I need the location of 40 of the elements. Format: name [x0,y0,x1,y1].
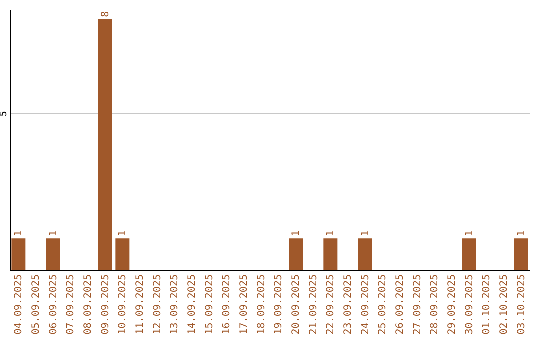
x-tick-label: 06.09.2025 [48,274,60,335]
x-tick-label: 21.09.2025 [308,274,320,335]
data-label: 1 [118,230,129,237]
x-tick-label: 25.09.2025 [378,274,389,335]
x-tick-label: 09.09.2025 [100,274,112,335]
data-label: 1 [326,230,337,237]
x-tick-label: 19.09.2025 [274,274,285,335]
data-label: 1 [48,230,60,237]
x-tick-label: 14.09.2025 [187,274,198,335]
data-label: 1 [291,230,302,237]
data-label: 1 [516,230,528,237]
x-tick-label: 18.09.2025 [256,274,268,335]
x-tick-label: 10.09.2025 [118,274,129,335]
x-tick-label: 01.10.2025 [482,274,493,335]
x-tick-label: 16.09.2025 [222,274,233,335]
x-tick-label: 12.09.2025 [152,274,164,335]
x-tick-label: 30.09.2025 [464,274,476,335]
x-tick-label: 11.09.2025 [135,274,146,335]
x-tick-label: 05.09.2025 [31,274,42,335]
x-tick-label: 08.09.2025 [83,274,94,335]
x-tick-label: 02.10.2025 [499,274,510,335]
x-tick-label: 20.09.2025 [291,274,302,335]
x-tick-label: 04.09.2025 [14,274,25,335]
y-tick-label: 5 [0,111,10,117]
x-tick-label: 26.09.2025 [395,274,406,335]
data-label: 1 [464,230,476,237]
data-label: 1 [360,230,372,237]
data-label: 1 [14,230,25,237]
x-tick-label: 15.09.2025 [204,274,216,335]
x-tick-label: 07.09.2025 [66,274,77,335]
x-tick-label: 23.09.2025 [343,274,354,335]
x-tick-label: 17.09.2025 [239,274,250,335]
x-tick-label: 29.09.2025 [447,274,458,335]
x-tick-label: 13.09.2025 [170,274,181,335]
x-tick-label: 24.09.2025 [360,274,372,335]
data-label: 8 [100,11,112,18]
x-tick-label: 03.10.2025 [516,274,528,335]
x-tick-label: 27.09.2025 [412,274,424,335]
x-tick-label: 28.09.2025 [430,274,441,335]
x-tick-label: 22.09.2025 [326,274,337,335]
